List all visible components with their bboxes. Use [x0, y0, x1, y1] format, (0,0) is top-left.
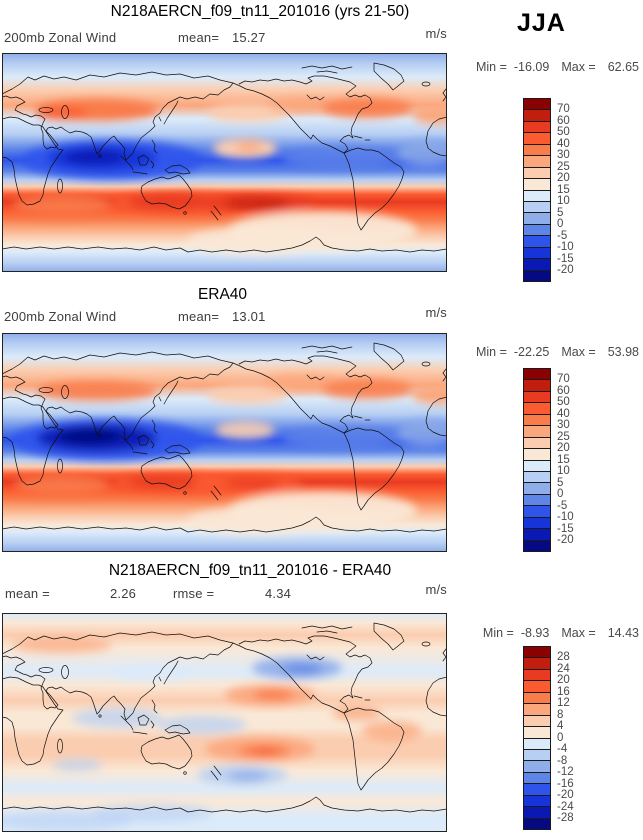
- colorbar-tick-label: 0: [557, 218, 564, 230]
- colorbar-tick-label: 60: [557, 384, 570, 397]
- colorbar-tick-label: 20: [557, 442, 570, 454]
- colorbar-tick-label: -8: [557, 754, 568, 767]
- wind-anomaly-blobs: [12, 374, 447, 535]
- colorbar-tick-label: -20: [557, 534, 574, 546]
- panel3-minmax: Min = -8.93 Max = 14.43: [483, 626, 639, 640]
- colorbar-tick-label: 0: [557, 488, 564, 500]
- colorbar-tick-label: 40: [557, 407, 570, 420]
- panel2-mean-label: mean=: [178, 309, 220, 324]
- colorbar-model-ticks: 70 60 50 40 30 25 20 15 10 5 0 -5 -10 -15 -20: [557, 98, 597, 282]
- colorbar-difference: [523, 646, 551, 830]
- panel2-min-label: Min =: [475, 345, 507, 359]
- colorbar-tick-label: -20: [557, 264, 574, 276]
- colorbar-segment: [523, 817, 551, 830]
- panel1-minmax: Min = -16.09 Max = 62.65: [476, 60, 639, 74]
- colorbar-difference-ticks: 28 24 20 16 12 8 4 0 -4 -8 -12 -16 -20 -24 -28: [557, 646, 597, 830]
- colorbar-tick-label: 16: [557, 685, 570, 698]
- colorbar-tick-label: -5: [557, 499, 568, 512]
- wind-anomaly-blobs: [2, 637, 422, 831]
- panel1-title: N218AERCN_f09_tn11_201016 (yrs 21-50): [110, 3, 410, 20]
- colorbar-tick-label: 30: [557, 419, 570, 431]
- panel2-max-value: 53.98: [607, 345, 639, 359]
- season-label: JJA: [517, 9, 566, 37]
- colorbar-tick-label: 20: [557, 172, 570, 184]
- panel3-max-label: Max =: [561, 626, 596, 640]
- colorbar-tick-label: 12: [557, 697, 570, 709]
- colorbar-model: [523, 98, 551, 282]
- colorbar-segment: [523, 269, 551, 282]
- panel1-units-label: m/s: [425, 26, 447, 41]
- colorbar-tick-label: 30: [557, 149, 570, 161]
- colorbar-tick-label: 40: [557, 137, 570, 150]
- colorbar-tick-label: 0: [557, 731, 564, 744]
- panel1-mean-label: mean=: [178, 30, 220, 45]
- panel3-title: N218AERCN_f09_tn11_201016 - ERA40: [108, 562, 392, 579]
- panel2-field-label: 200mb Zonal Wind: [4, 309, 117, 324]
- colorbar-tick-label: 8: [557, 708, 564, 721]
- panel3-min-value: -8.93: [520, 626, 550, 640]
- colorbar-tick-label: -5: [557, 229, 568, 242]
- panel1-field-label: 200mb Zonal Wind: [4, 30, 117, 45]
- colorbar-tick-label: -15: [557, 252, 574, 265]
- colorbar-tick-label: -15: [557, 522, 574, 535]
- colorbar-tick-label: -4: [557, 743, 568, 755]
- panel1-max-label: Max =: [561, 60, 596, 74]
- colorbar-tick-label: 25: [557, 430, 570, 443]
- map-frame: [2, 333, 447, 552]
- panel2-mean-value: 13.01: [232, 309, 266, 324]
- panel2-max-label: Max =: [561, 345, 596, 359]
- map-era40: [2, 333, 447, 552]
- panel3-mean-label: mean =: [5, 586, 50, 601]
- colorbar-tick-label: 15: [557, 453, 570, 466]
- panel2-minmax: Min = -22.25 Max = 53.98: [476, 345, 639, 359]
- colorbar-tick-label: -10: [557, 241, 574, 253]
- colorbar-era40-ticks: 70 60 50 40 30 25 20 15 10 5 0 -5 -10 -15 -20: [557, 368, 597, 552]
- panel3-rmse-value: 4.34: [265, 586, 292, 601]
- wind-anomaly-blobs: [12, 97, 447, 255]
- panel1-header: 200mb Zonal Wind mean= 15.27 m/s: [0, 26, 447, 48]
- colorbar-tick-label: 4: [557, 720, 564, 732]
- panel1-mean-value: 15.27: [232, 30, 266, 45]
- colorbar-tick-label: -28: [557, 812, 574, 824]
- panel3-mean-value: 2.26: [110, 586, 137, 601]
- colorbar-tick-label: -10: [557, 511, 574, 523]
- colorbar-tick-label: -16: [557, 777, 574, 790]
- colorbar-tick-label: -24: [557, 800, 574, 813]
- panel2-min-value: -22.25: [513, 345, 550, 359]
- colorbar-tick-label: -12: [557, 766, 574, 778]
- colorbar-tick-label: 50: [557, 126, 570, 138]
- panel1-min-value: -16.09: [513, 60, 550, 74]
- panel1-min-label: Min =: [475, 60, 507, 74]
- panel3-rmse-label: rmse =: [173, 586, 215, 601]
- colorbar-tick-label: 10: [557, 195, 570, 207]
- colorbar-tick-label: 70: [557, 103, 570, 115]
- colorbar-tick-label: 5: [557, 476, 564, 489]
- map-frame: [2, 613, 447, 832]
- map-model: [2, 53, 447, 272]
- map-difference: [2, 613, 447, 832]
- colorbar-era40: [523, 368, 551, 552]
- panel3-units-label: m/s: [425, 582, 447, 597]
- panel2-units-label: m/s: [425, 305, 447, 320]
- colorbar-tick-label: 24: [557, 662, 570, 675]
- map-frame: [2, 53, 447, 272]
- panel3-header: mean = 2.26 rmse = 4.34 m/s: [0, 582, 447, 604]
- panel3-min-label: Min =: [482, 626, 514, 640]
- panel2-title: ERA40: [197, 286, 248, 303]
- colorbar-tick-label: 20: [557, 674, 570, 686]
- colorbar-segment: [523, 539, 551, 552]
- colorbar-tick-label: 50: [557, 396, 570, 408]
- panel1-max-value: 62.65: [607, 60, 639, 74]
- colorbar-tick-label: 28: [557, 651, 570, 663]
- colorbar-tick-label: -20: [557, 789, 574, 801]
- colorbar-tick-label: 5: [557, 206, 564, 219]
- panel2-header: 200mb Zonal Wind mean= 13.01 m/s: [0, 305, 447, 327]
- colorbar-tick-label: 70: [557, 373, 570, 385]
- colorbar-tick-label: 25: [557, 160, 570, 173]
- colorbar-tick-label: 15: [557, 183, 570, 196]
- colorbar-tick-label: 10: [557, 465, 570, 477]
- panel3-max-value: 14.43: [607, 626, 639, 640]
- colorbar-tick-label: 60: [557, 114, 570, 127]
